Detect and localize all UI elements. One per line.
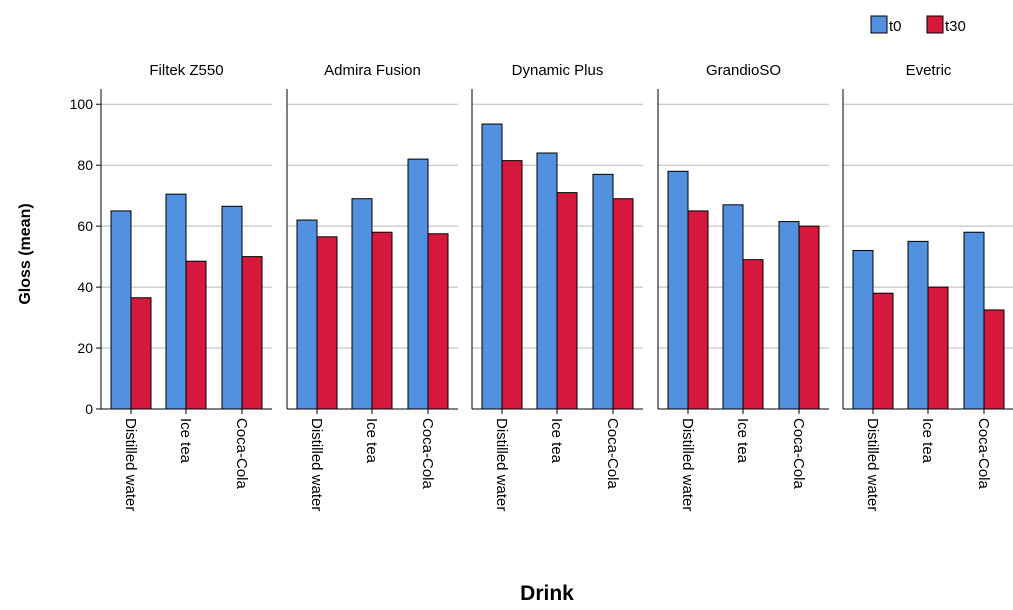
category-label: Coca-Cola (604, 418, 621, 490)
category-label: Ice tea (548, 418, 565, 464)
bar-t30 (316, 236, 338, 410)
bar-t30 (983, 309, 1005, 410)
bar-t0 (296, 219, 318, 410)
panel: Evetric Distilled water Ice tea Coca-Cola (842, 62, 1013, 511)
bar-t30 (501, 160, 523, 410)
bar-t0 (592, 173, 614, 410)
bar-t0 (667, 170, 689, 410)
bar-t0 (110, 210, 132, 410)
bar-t30 (241, 256, 263, 410)
y-axis-title: Gloss (mean) (17, 203, 34, 304)
bar-t30 (371, 231, 393, 410)
bar-t30 (185, 260, 207, 410)
panel: Dynamic Plus Distilled water Ice tea Coca-C… (471, 62, 643, 511)
x-axis-title: Drink (520, 582, 574, 605)
panel: Admira Fusion Distilled water Ice tea Coca-… (286, 62, 458, 511)
bar-t0 (907, 240, 929, 410)
y-tick-label: 40 (77, 279, 93, 295)
y-tick-label: 0 (85, 401, 93, 417)
panel-title: GrandioSO (706, 62, 781, 79)
bar-t30 (556, 192, 578, 410)
bar-t0 (481, 123, 503, 410)
bar-t30 (927, 286, 949, 410)
y-tick-label: 100 (70, 96, 94, 112)
bar-t0 (722, 204, 744, 410)
bar-t0 (536, 152, 558, 410)
bar-t30 (130, 297, 152, 410)
bar-t0 (963, 231, 985, 410)
bar-t0 (407, 158, 429, 410)
category-label: Distilled water (308, 418, 325, 511)
panel-title: Filtek Z550 (149, 62, 223, 79)
bar-t0 (165, 193, 187, 410)
category-label: Coca-Cola (419, 418, 436, 490)
category-label: Ice tea (734, 418, 751, 464)
category-label: Coca-Cola (975, 418, 992, 490)
category-label: Coca-Cola (790, 418, 807, 490)
category-label: Distilled water (493, 418, 510, 511)
bar-t30 (687, 210, 709, 410)
legend-label-t0: t0 (889, 18, 902, 35)
category-label: Distilled water (864, 418, 881, 511)
legend-swatch-t0 (870, 15, 888, 34)
panel-title: Evetric (906, 62, 952, 79)
panel: GrandioSO Distilled water Ice tea Coca-Cola (657, 62, 829, 511)
bar-t30 (798, 225, 820, 410)
bar-t0 (351, 198, 373, 410)
bar-t30 (612, 198, 634, 410)
bar-t30 (872, 292, 894, 410)
bar-t30 (427, 233, 449, 410)
category-label: Distilled water (122, 418, 139, 511)
y-tick-label: 20 (77, 340, 93, 356)
legend-swatch-t30 (926, 15, 944, 34)
bar-t30 (742, 259, 764, 410)
panel: Filtek Z550 Distilled water Ice tea Coca-Co… (100, 62, 272, 511)
bar-t0 (221, 205, 243, 410)
legend-label-t30: t30 (945, 18, 966, 35)
category-label: Ice tea (919, 418, 936, 464)
category-label: Coca-Cola (233, 418, 250, 490)
legend: t0 t30 (870, 15, 966, 35)
bar-t0 (778, 221, 800, 410)
chart-panels: Filtek Z550 Distilled water Ice tea Coca-Co… (100, 62, 1013, 511)
category-label: Ice tea (363, 418, 380, 464)
category-label: Ice tea (177, 418, 194, 464)
bar-t0 (852, 250, 874, 410)
y-axis: 0 20 40 60 80 100 (70, 96, 101, 417)
panel-title: Dynamic Plus (512, 62, 604, 79)
category-label: Distilled water (679, 418, 696, 511)
panel-title: Admira Fusion (324, 62, 421, 79)
y-tick-label: 80 (77, 157, 93, 173)
y-tick-label: 60 (77, 218, 93, 234)
